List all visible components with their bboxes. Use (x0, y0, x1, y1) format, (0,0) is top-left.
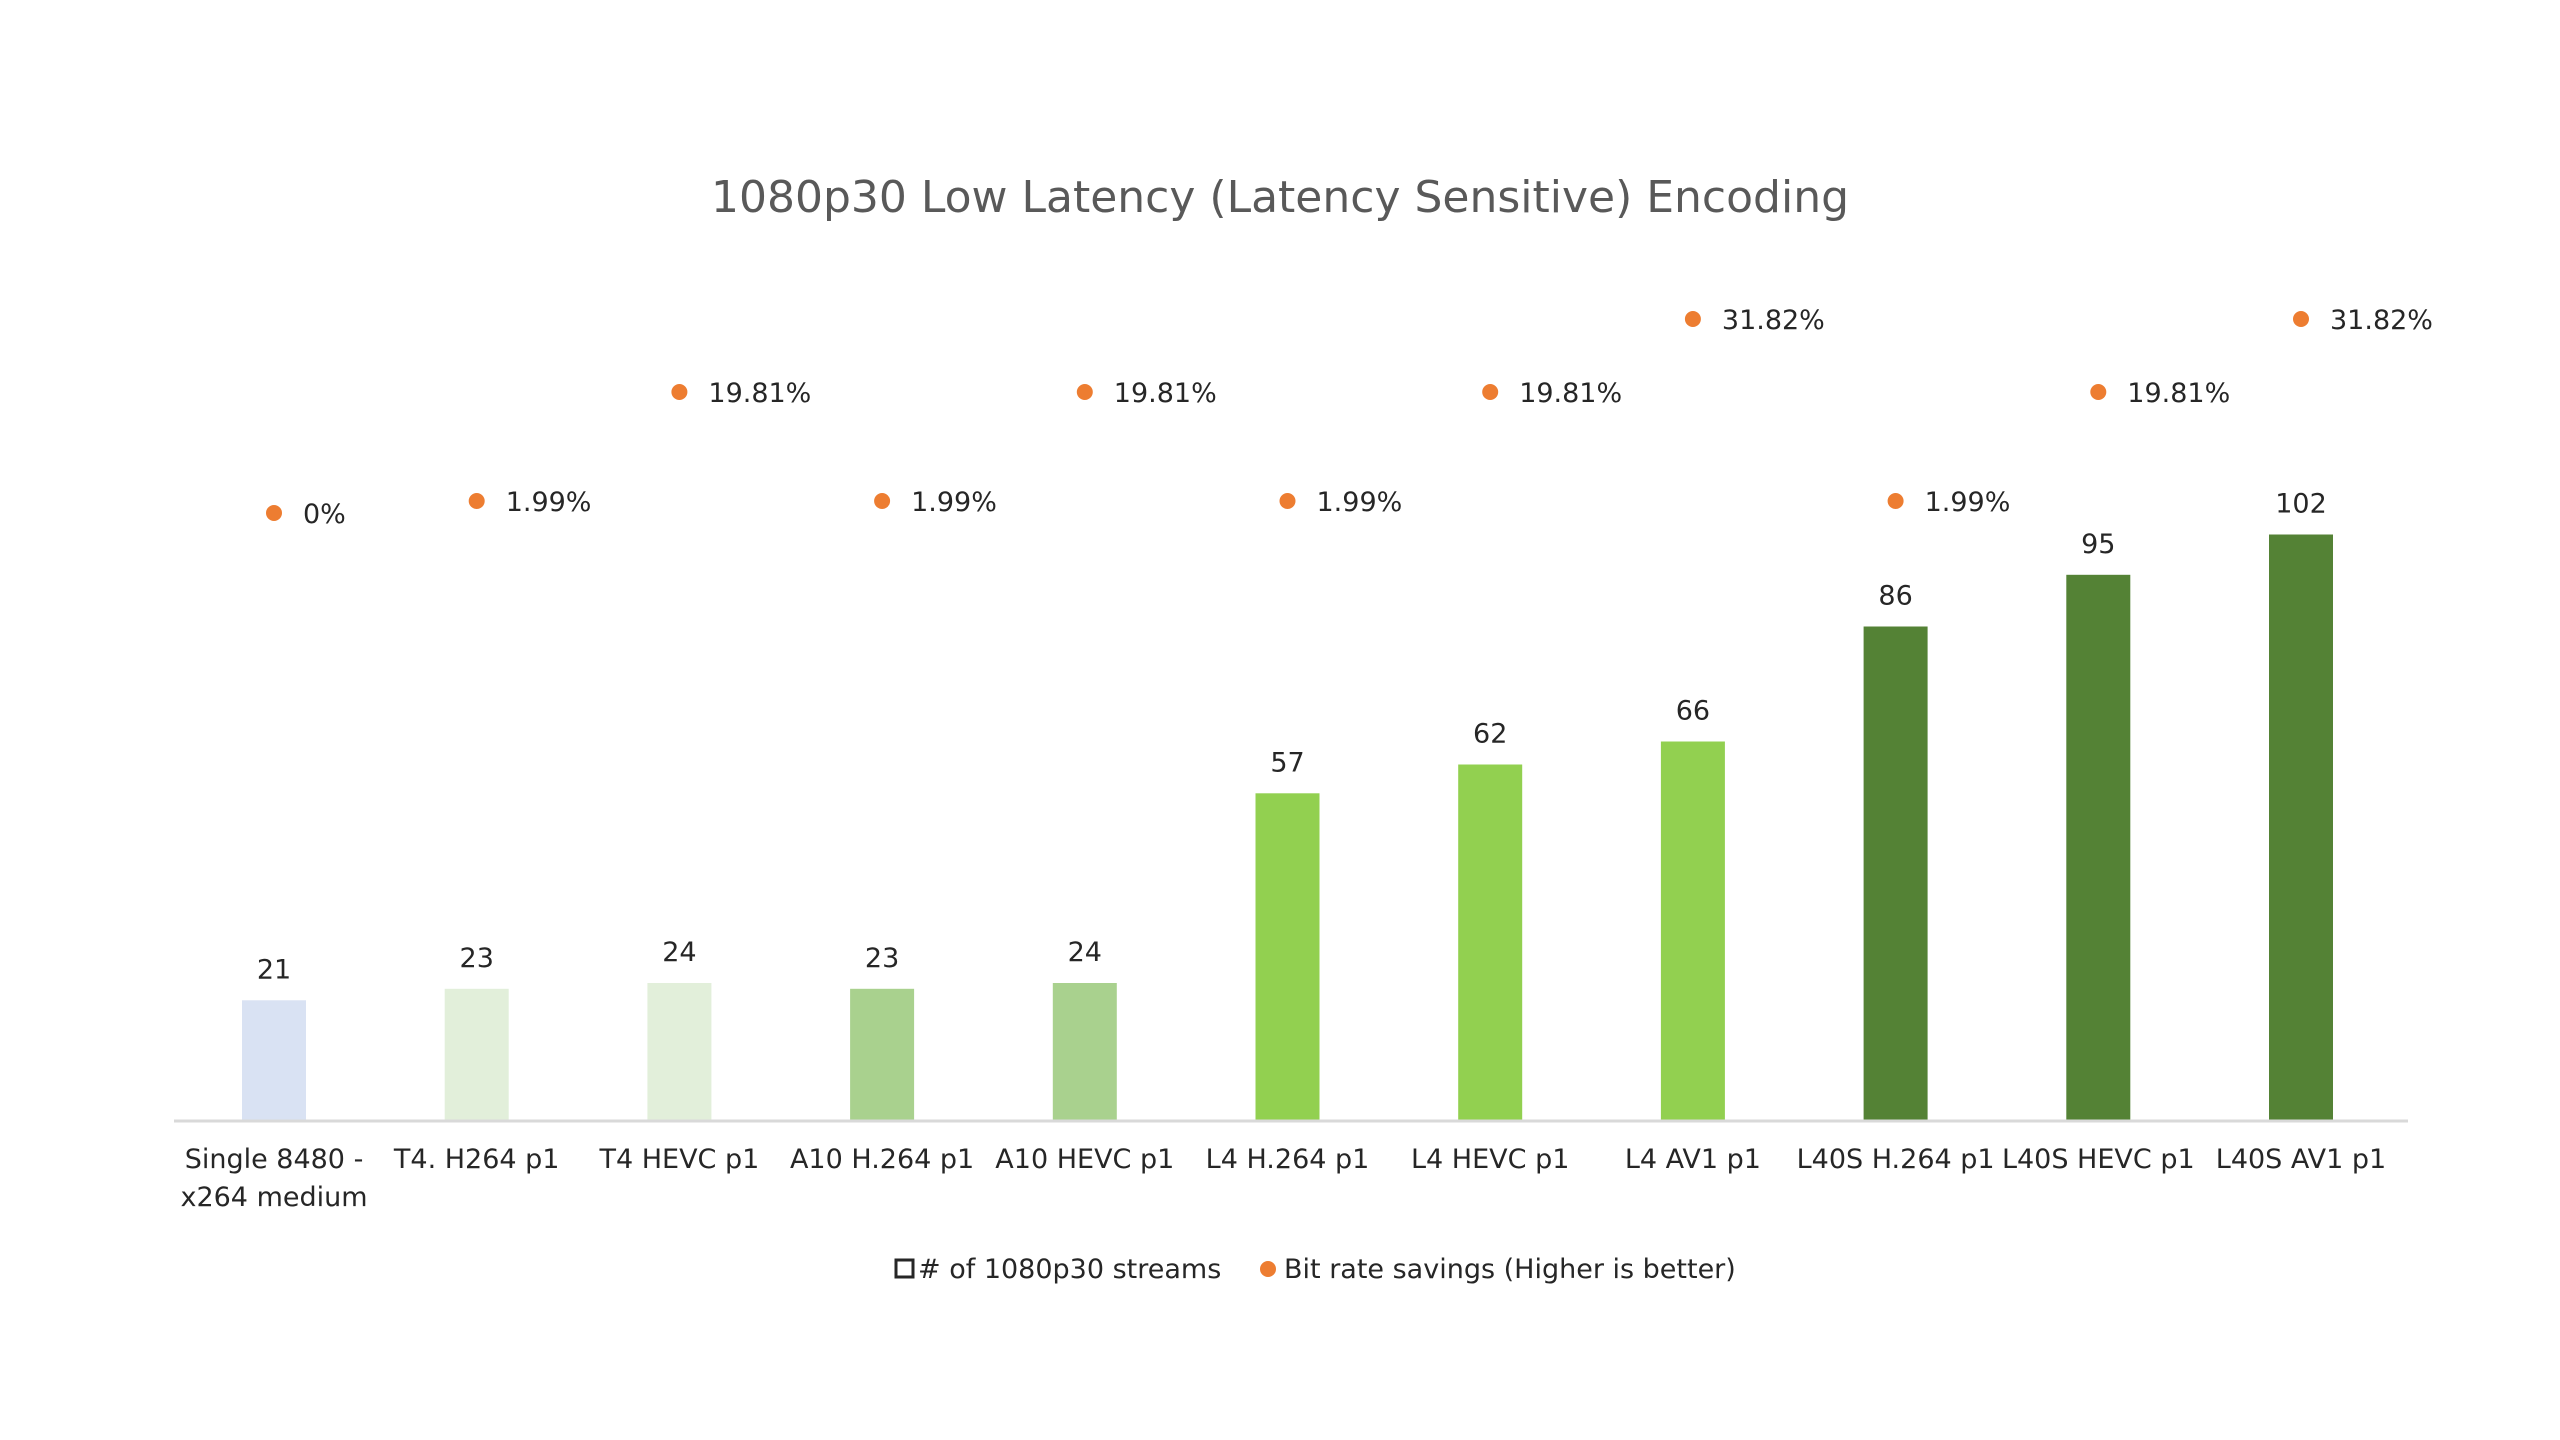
category-label: L4 H.264 p1 (1206, 1144, 1370, 1175)
bar (1052, 983, 1117, 1121)
bar (1458, 764, 1523, 1121)
bitrate-point-label: 19.81% (2127, 378, 2230, 409)
legend-label: Bit rate savings (Higher is better) (1284, 1254, 1736, 1285)
category-label: T4 HEVC p1 (598, 1144, 759, 1175)
bitrate-point (266, 505, 282, 521)
dots-layer: 0% 1.99% 19.81% 1.99% 19.81% 1.99% 19.81% 31.82… (266, 305, 2433, 530)
bars-layer: 21 23 24 23 24 57 62 66 86 95 102 (242, 489, 2333, 1122)
category-label: A10 HEVC p1 (995, 1144, 1174, 1175)
bitrate-point-label: 1.99% (911, 487, 997, 518)
bitrate-point-label: 0% (303, 499, 346, 530)
bar (647, 983, 712, 1121)
bar-value-label: 24 (1068, 937, 1102, 968)
category-label: L40S HEVC p1 (2002, 1144, 2195, 1175)
bitrate-point-label: 19.81% (708, 378, 811, 409)
bar-value-label: 102 (2275, 489, 2327, 520)
category-label: L4 HEVC p1 (1411, 1144, 1569, 1175)
category-labels: Single 8480 - x264 medium T4. H264 p1 T4 HE… (180, 1144, 2386, 1213)
bitrate-point (1076, 384, 1093, 400)
bitrate-point (1279, 493, 1296, 509)
bitrate-point-label: 1.99% (1925, 487, 2011, 518)
bar (242, 1000, 306, 1122)
bitrate-point (1482, 384, 1499, 400)
bar (2269, 534, 2333, 1121)
bar-value-label: 23 (460, 943, 494, 974)
bar (444, 988, 509, 1122)
bar-value-label: 24 (662, 937, 696, 968)
category-label: x264 medium (180, 1182, 367, 1213)
bar-value-label: 23 (865, 943, 899, 974)
legend-label: # of 1080p30 streams (918, 1254, 1221, 1285)
bar (2066, 574, 2131, 1122)
bitrate-point (671, 384, 688, 400)
bar-value-label: 21 (257, 954, 291, 985)
bar-value-label: 86 (1878, 581, 1912, 612)
bitrate-point-label: 19.81% (1114, 378, 1217, 409)
bitrate-point (2293, 311, 2309, 327)
category-label: T4. H264 p1 (393, 1144, 560, 1175)
category-label: Single 8480 - (185, 1144, 364, 1175)
bar-value-label: 66 (1676, 696, 1710, 727)
bar-value-label: 57 (1270, 747, 1304, 778)
bar (1660, 741, 1725, 1121)
legend-dot-marker (1260, 1261, 1276, 1277)
bar-value-label: 62 (1473, 719, 1507, 750)
category-label: L40S H.264 p1 (1797, 1144, 1995, 1175)
category-label: A10 H.264 p1 (790, 1144, 974, 1175)
category-label: L4 AV1 p1 (1625, 1144, 1761, 1175)
category-label: L40S AV1 p1 (2216, 1144, 2386, 1175)
legend-bar-marker (894, 1258, 915, 1279)
bitrate-point-label: 1.99% (506, 487, 592, 518)
bitrate-point-label: 19.81% (1519, 378, 1622, 409)
bitrate-point-label: 1.99% (1317, 487, 1403, 518)
bar (1863, 626, 1928, 1121)
bar-value-label: 95 (2081, 529, 2115, 560)
bar (850, 988, 915, 1122)
bitrate-point (1684, 311, 1701, 327)
bitrate-point-label: 31.82% (2330, 305, 2433, 336)
bitrate-point-label: 31.82% (1722, 305, 1825, 336)
bitrate-point (468, 493, 485, 509)
chart-title: 1080p30 Low Latency (Latency Sensitive) … (711, 172, 1849, 223)
legend: # of 1080p30 streams Bit rate savings (Hi… (894, 1254, 1736, 1285)
bitrate-point (874, 493, 891, 509)
bitrate-point (1887, 493, 1904, 509)
bar (1255, 793, 1320, 1122)
bitrate-point (2090, 384, 2107, 400)
